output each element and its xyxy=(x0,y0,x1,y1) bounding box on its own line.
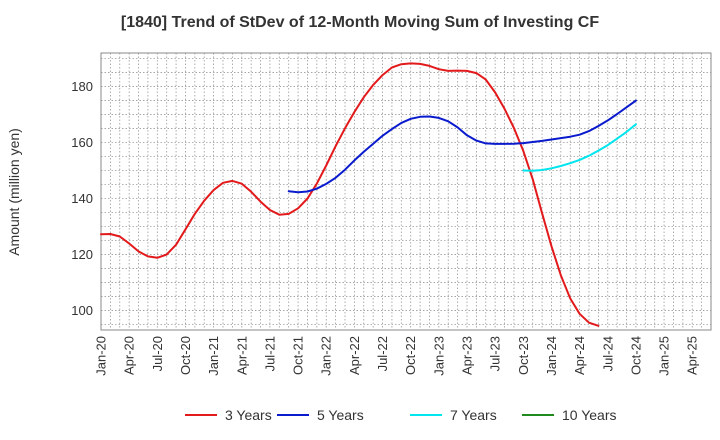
series-line-7-years xyxy=(522,123,637,172)
x-tick-label: Apr-24 xyxy=(572,336,587,375)
legend-label: 3 Years xyxy=(225,407,272,423)
x-tick-label: Jan-25 xyxy=(657,336,672,376)
y-tick-label: 100 xyxy=(71,303,93,318)
legend-item: 3 Years xyxy=(185,407,272,423)
legend: 3 Years 5 Years 7 Years 10 Years xyxy=(185,407,617,423)
chart-title: [1840] Trend of StDev of 12-Month Moving… xyxy=(120,14,600,31)
series-line-3-years xyxy=(100,62,600,327)
x-tick-label: Apr-20 xyxy=(122,336,137,375)
x-tick-label: Oct-23 xyxy=(516,336,531,375)
x-axis-ticks: Jan-20 Apr-20 Jul-20 Oct-20 Jan-21 Apr-21 Jul-… xyxy=(94,336,700,376)
x-tick-label: Jan-21 xyxy=(206,336,221,376)
y-tick-label: 140 xyxy=(71,191,93,206)
x-tick-label: Jul-20 xyxy=(150,336,165,371)
y-tick-label: 180 xyxy=(71,79,93,94)
y-axis-title: Amount (million yen) xyxy=(6,128,22,256)
x-tick-label: Jan-23 xyxy=(431,336,446,376)
legend-item: 10 Years xyxy=(522,407,617,423)
x-tick-label: Apr-25 xyxy=(685,336,700,375)
y-tick-label: 120 xyxy=(71,247,93,262)
x-tick-label: Jul-21 xyxy=(262,336,277,371)
legend-item: 7 Years xyxy=(410,407,497,423)
y-axis-ticks: 100 120 140 160 180 xyxy=(71,79,93,318)
x-tick-label: Apr-22 xyxy=(347,336,362,375)
x-tick-label: Jan-20 xyxy=(94,336,109,376)
x-tick-label: Apr-23 xyxy=(460,336,475,375)
y-tick-label: 160 xyxy=(71,135,93,150)
plot-area-border xyxy=(100,52,712,331)
legend-label: 5 Years xyxy=(317,407,364,423)
x-tick-label: Jan-22 xyxy=(319,336,334,376)
x-tick-label: Oct-24 xyxy=(628,336,643,375)
x-tick-label: Jul-23 xyxy=(488,336,503,371)
series-lines xyxy=(100,62,637,327)
x-tick-label: Apr-21 xyxy=(234,336,249,375)
series-line-5-years xyxy=(287,99,637,194)
legend-label: 10 Years xyxy=(562,407,617,423)
x-tick-label: Oct-20 xyxy=(178,336,193,375)
x-tick-label: Jan-24 xyxy=(544,336,559,376)
x-tick-label: Jul-24 xyxy=(600,336,615,371)
x-tick-label: Oct-22 xyxy=(403,336,418,375)
grid xyxy=(101,53,711,330)
x-tick-label: Jul-22 xyxy=(375,336,390,371)
x-tick-label: Oct-21 xyxy=(291,336,306,375)
legend-label: 7 Years xyxy=(450,407,497,423)
legend-item: 5 Years xyxy=(277,407,364,423)
